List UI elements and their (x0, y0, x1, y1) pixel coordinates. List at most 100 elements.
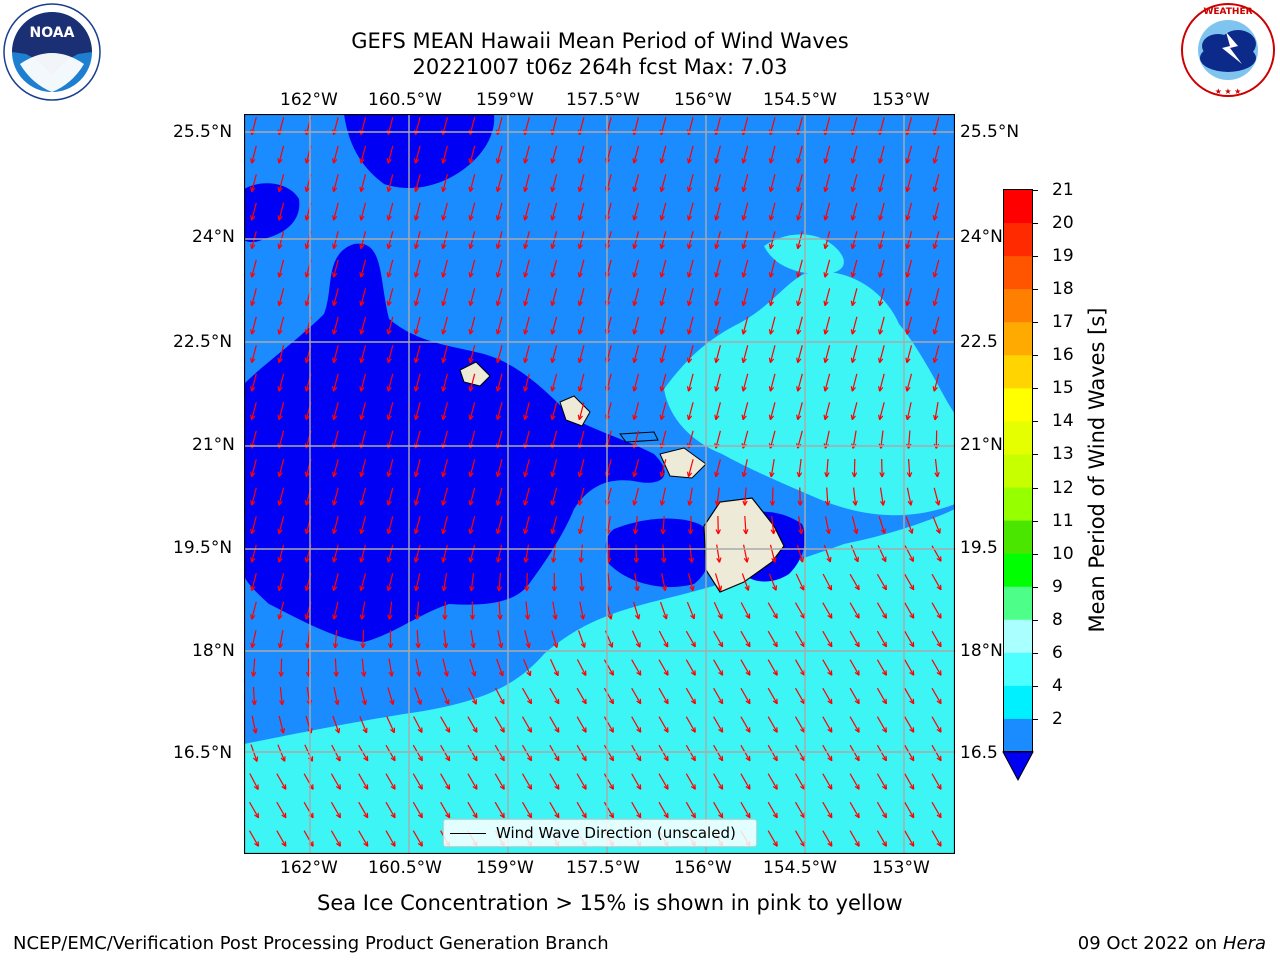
wind-wave-arrow (358, 830, 369, 847)
wind-wave-arrow-head (881, 843, 887, 847)
wind-wave-arrow-head (441, 500, 444, 506)
wind-wave-arrow (413, 716, 423, 733)
wind-wave-arrow-head (851, 330, 856, 335)
wind-wave-arrow (360, 174, 367, 192)
wind-wave-arrow (470, 630, 475, 648)
wind-wave-arrow (549, 744, 560, 762)
wind-wave-arrow (251, 573, 257, 591)
wind-wave-arrow-head (523, 186, 526, 192)
wind-wave-arrow (769, 316, 776, 335)
wind-wave-arrow-head (528, 642, 531, 648)
wind-wave-arrow-head (824, 415, 829, 421)
wind-wave-arrow-head (359, 585, 362, 591)
wind-wave-arrow (330, 801, 341, 819)
wind-wave-arrow-head (824, 472, 828, 478)
wind-wave-arrow-head (714, 243, 717, 249)
wind-wave-arrow (904, 773, 915, 790)
wind-wave-arrow-head (359, 158, 362, 164)
wind-wave-arrow-head (935, 501, 940, 506)
wind-wave-arrow-head (390, 814, 396, 819)
wind-wave-arrow-head (441, 158, 444, 164)
wind-wave-arrow-head (333, 529, 338, 535)
wind-wave-arrow-head (361, 700, 366, 706)
wind-wave-arrow (578, 630, 586, 648)
wind-wave-arrow-head (470, 586, 475, 592)
wind-wave-arrow (660, 373, 667, 392)
wind-wave-arrow-head (278, 415, 283, 421)
wind-wave-arrow-head (469, 529, 474, 535)
wind-wave-arrow-head (714, 158, 717, 164)
wind-wave-arrow-head (936, 814, 942, 819)
wind-wave-arrow-head (608, 729, 614, 733)
wind-wave-arrow (360, 544, 367, 563)
wind-wave-arrow-head (714, 414, 717, 420)
wind-wave-arrow (633, 174, 640, 192)
wind-wave-arrow (798, 459, 802, 477)
wind-wave-arrow (387, 516, 394, 534)
wind-wave-arrow-head (905, 215, 908, 221)
wind-wave-arrow-head (659, 272, 662, 278)
footer-host: Hera (1222, 933, 1266, 954)
wind-wave-arrow (931, 630, 942, 648)
wind-wave-arrow-head (363, 671, 367, 677)
wind-wave-arrow-head (335, 671, 339, 677)
wind-wave-arrow-head (772, 786, 778, 790)
wind-wave-arrow (769, 345, 776, 363)
lon-label-top: 154.5°W (763, 90, 837, 110)
wind-wave-arrow-head (386, 186, 389, 192)
wind-wave-arrow-head (715, 330, 720, 335)
wind-wave-arrow-head (413, 557, 417, 563)
wind-wave-arrow-head (634, 586, 639, 592)
wind-wave-arrow-head (743, 557, 748, 563)
wind-wave-arrow-head (772, 757, 778, 762)
colorbar-swatch (1004, 355, 1032, 389)
wind-wave-arrow (523, 658, 531, 677)
wind-wave-arrow-head (360, 216, 365, 221)
colorbar-tick-mark (1032, 521, 1038, 522)
wind-wave-arrow-head (881, 700, 887, 705)
wind-wave-arrow-head (469, 415, 474, 421)
wind-wave-arrow-head (443, 672, 448, 677)
wind-wave-arrow (412, 773, 423, 790)
wind-wave-arrow-head (933, 159, 938, 164)
wind-wave-arrow-head (305, 159, 310, 164)
wind-wave-arrow-head (363, 786, 369, 790)
wind-wave-arrow (769, 544, 776, 563)
wind-wave-arrow (496, 658, 504, 677)
wind-wave-arrow-head (387, 529, 392, 535)
wind-wave-arrow (768, 573, 777, 591)
nws-logo: WEATHER ★ ★ ★ (1178, 2, 1278, 98)
wind-wave-arrow-head (659, 500, 663, 506)
wind-wave-arrow-head (797, 273, 802, 278)
wind-wave-arrow-head (415, 643, 419, 649)
wind-wave-arrow-head (799, 586, 805, 591)
wind-wave-arrow (278, 373, 285, 392)
wind-wave-arrow-head (413, 528, 417, 534)
wind-wave-arrow-head (359, 414, 362, 420)
wind-wave-arrow-head (881, 786, 887, 790)
wind-wave-arrow (578, 459, 585, 477)
wind-wave-arrow (576, 716, 587, 733)
wind-wave-arrow-head (333, 358, 338, 364)
wind-wave-arrow-head (934, 472, 939, 478)
wind-wave-arrow-head (361, 614, 366, 620)
wind-wave-arrow (360, 687, 366, 705)
wind-wave-arrow-head (664, 585, 668, 591)
wind-wave-arrow-head (442, 387, 447, 392)
wind-wave-arrow-head (387, 586, 392, 592)
wind-wave-arrow-head (413, 414, 417, 420)
wind-wave-arrow-head (878, 329, 881, 335)
wind-wave-arrow (849, 716, 860, 733)
wind-wave-arrow-head (905, 243, 908, 249)
wind-wave-arrow-head (715, 159, 720, 164)
wind-wave-arrow-head (932, 243, 935, 249)
wind-wave-arrow (360, 145, 367, 164)
wind-wave-arrow (278, 316, 285, 335)
wind-wave-arrow-head (392, 699, 395, 705)
wind-wave-arrow-head (906, 159, 911, 164)
wind-wave-arrow (906, 288, 913, 306)
colorbar-tick-label: 11 (1052, 511, 1074, 531)
wind-wave-arrow (740, 659, 751, 676)
wind-wave-arrow-head (609, 585, 613, 592)
wind-wave-arrow-head (908, 529, 913, 534)
